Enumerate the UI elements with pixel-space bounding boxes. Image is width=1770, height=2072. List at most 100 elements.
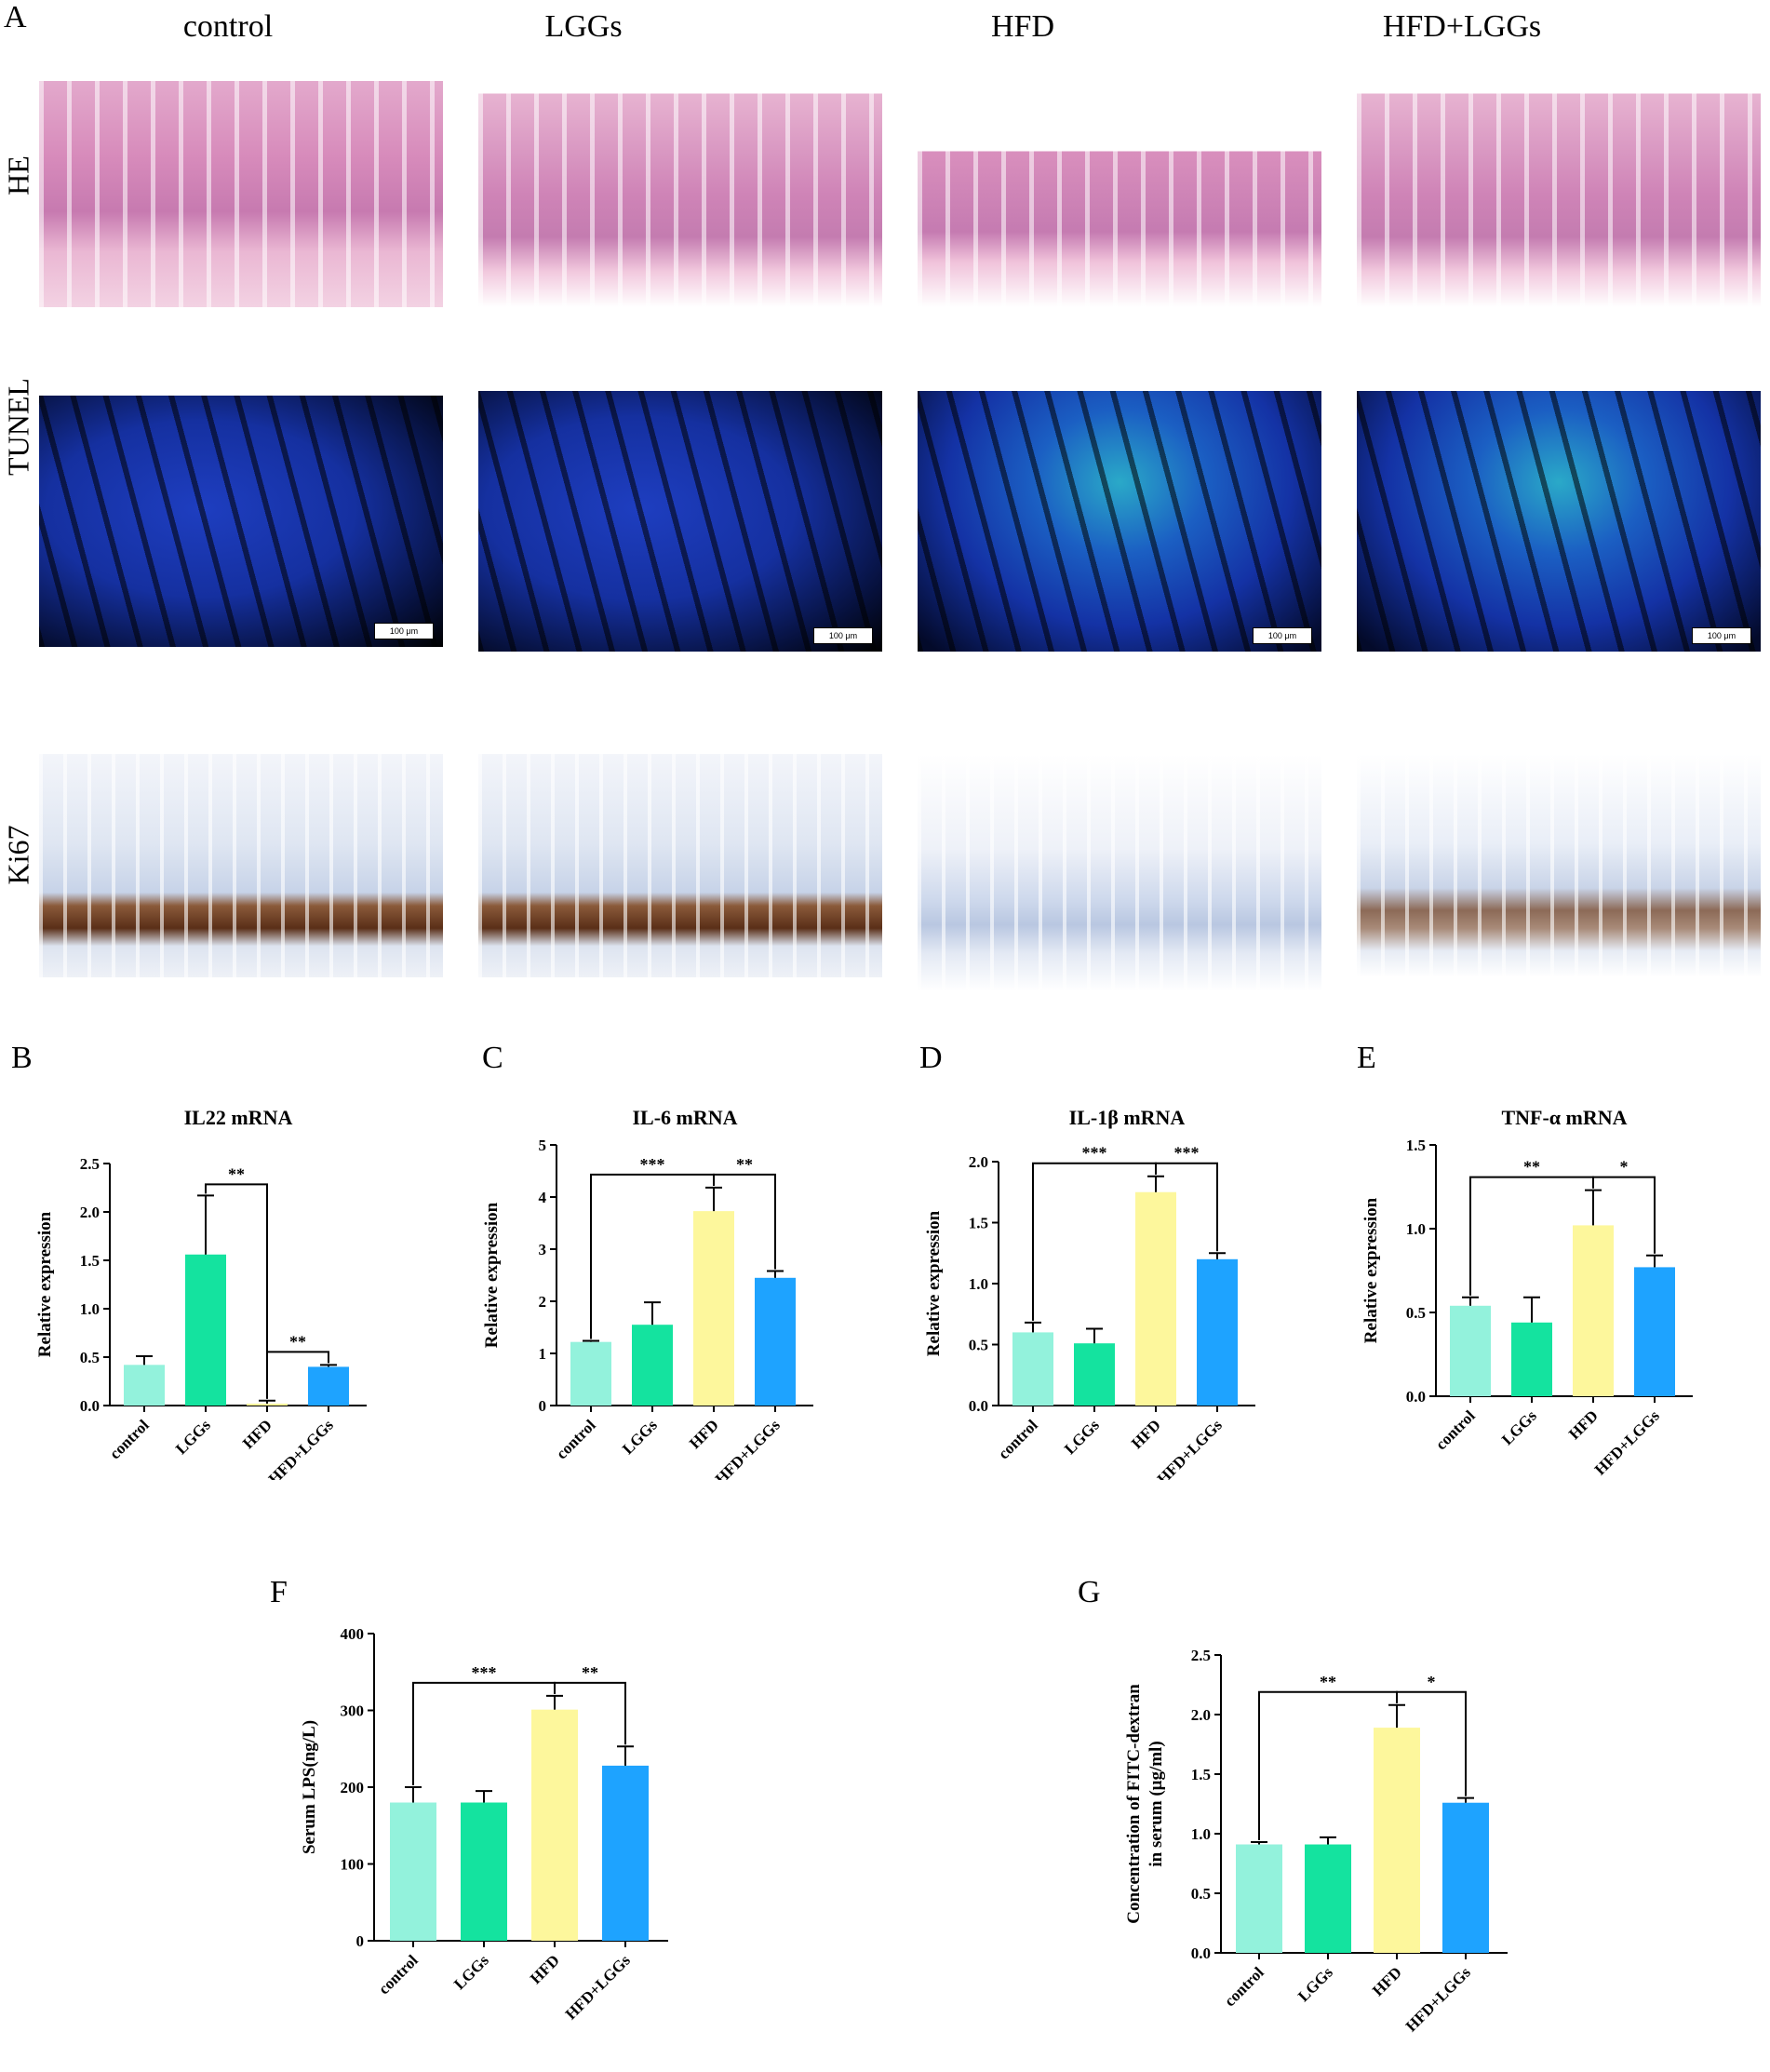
he-image-lggs [478, 56, 882, 307]
significance-label: ** [1320, 1673, 1336, 1691]
y-axis-label: Relative expression [924, 1210, 944, 1356]
x-tick-label: LGGs [619, 1416, 661, 1458]
bar-lggs [185, 1254, 226, 1406]
bar-hfd [1374, 1728, 1420, 1953]
y-tick-label: 100 [341, 1856, 365, 1874]
group-title-hfd-lggs: HFD+LGGs [1382, 9, 1542, 44]
bar-lggs [1511, 1322, 1552, 1396]
x-tick-label: LGGs [450, 1951, 492, 1993]
y-axis-label: Relative expression [482, 1202, 502, 1348]
y-tick-label: 2.0 [969, 1153, 988, 1171]
y-tick-label: 200 [341, 1779, 365, 1796]
y-tick-label: 0.0 [969, 1397, 988, 1415]
y-tick-label: 0.5 [969, 1337, 988, 1354]
x-tick-label: LGGs [172, 1416, 214, 1458]
x-tick-label: control [1221, 1963, 1267, 2010]
bar-hfd-lggs [308, 1366, 349, 1406]
group-title-lggs: LGGs [544, 9, 623, 44]
row-label-he: HE [1, 155, 35, 195]
y-axis-label: Relative expression [1361, 1197, 1381, 1343]
chart-il6: IL-6 mRNA 0 1 2 3 4 5 Relative expression contro… [482, 1106, 813, 1480]
panel-letter-g: G [1078, 1575, 1101, 1609]
bar-hfd-lggs [755, 1277, 796, 1406]
tunel-image-lggs: 100 μm [478, 391, 882, 652]
ki67-image-hfd-lggs [1357, 754, 1761, 977]
x-tick-label: HFD+LGGs [562, 1951, 634, 2023]
significance-label: *** [640, 1155, 665, 1174]
y-tick-label: 400 [341, 1625, 365, 1643]
y-tick-label: 1.0 [1191, 1825, 1211, 1843]
chart-il22: IL22 mRNA 0.0 0.5 1.0 1.5 2.0 2.5 Relative expr… [35, 1106, 367, 1480]
ki67-image-control [39, 754, 443, 977]
bar-lggs [632, 1325, 673, 1406]
y-tick-label: 1.5 [1191, 1766, 1211, 1783]
y-tick-label: 3 [539, 1241, 547, 1258]
y-tick-label: 1.0 [80, 1300, 100, 1318]
he-image-hfd-lggs [1357, 56, 1761, 307]
y-axis-label: Relative expression [35, 1211, 55, 1357]
bar-control [570, 1341, 611, 1406]
scale-bar: 100 μm [813, 627, 873, 644]
x-tick-label: HFD+LGGs [1591, 1406, 1663, 1478]
y-tick-label: 0.5 [1406, 1304, 1426, 1322]
x-tick-label: control [375, 1951, 422, 1998]
bar-hfd [1573, 1225, 1614, 1396]
significance-label: ** [1523, 1158, 1540, 1177]
x-tick-label: HFD+LGGs [265, 1416, 337, 1480]
y-axis-label: Concentration of FITC-dextran [1124, 1684, 1144, 1924]
y-tick-label: 0 [356, 1932, 365, 1950]
bar-control [1450, 1305, 1491, 1396]
y-tick-label: 2 [539, 1293, 547, 1311]
bar-hfd-lggs [1197, 1258, 1238, 1406]
significance-bracket [205, 1183, 268, 1399]
panel-letter-f: F [270, 1575, 288, 1609]
he-image-hfd [918, 56, 1321, 307]
y-tick-label: 0.5 [80, 1349, 100, 1366]
y-tick-label: 1 [539, 1345, 547, 1363]
significance-bracket [713, 1173, 776, 1270]
significance-label: * [1620, 1158, 1629, 1177]
bar-hfd [1135, 1191, 1176, 1406]
bar-hfd [531, 1709, 578, 1941]
significance-label: * [1428, 1673, 1436, 1691]
y-tick-label: 1.5 [80, 1252, 100, 1270]
bar-hfd [247, 1403, 288, 1406]
panel-letter-a: A [4, 0, 27, 34]
y-tick-label: 1.5 [969, 1215, 988, 1232]
x-tick-label: HFD [527, 1951, 563, 1987]
y-tick-label: 1.5 [1406, 1137, 1426, 1154]
x-tick-label: HFD [686, 1416, 722, 1452]
x-tick-label: HFD+LGGs [712, 1416, 784, 1480]
chart-fitc: 0.0 0.5 1.0 1.5 2.0 2.5 Concentration of FITC-… [1124, 1647, 1508, 2035]
x-tick-label: HFD+LGGs [1402, 1963, 1474, 2035]
significance-label: ** [736, 1155, 753, 1174]
y-tick-label: 2.5 [80, 1155, 100, 1173]
scale-bar: 100 μm [374, 623, 434, 639]
significance-bracket [1396, 1690, 1467, 1796]
bar-control [390, 1802, 436, 1941]
chart-tnfa: TNF-α mRNA 0.0 0.5 1.0 1.5 Relative expressio… [1361, 1106, 1693, 1478]
tunel-image-control: 100 μm [39, 396, 443, 647]
bar-hfd [693, 1211, 734, 1406]
chart-title: TNF-α mRNA [1501, 1106, 1627, 1129]
he-image-control [39, 56, 443, 307]
y-tick-label: 1.0 [1406, 1220, 1426, 1238]
bar-lggs [1074, 1343, 1115, 1406]
scale-bar: 100 μm [1692, 627, 1751, 644]
row-label-ki67: Ki67 [1, 825, 35, 885]
chart-title: IL-6 mRNA [632, 1106, 737, 1129]
significance-bracket [1155, 1162, 1218, 1252]
x-tick-label: HFD+LGGs [1154, 1416, 1226, 1480]
y-tick-label: 0.5 [1191, 1885, 1211, 1903]
panel-letter-e: E [1357, 1041, 1376, 1075]
tunel-image-hfd: 100 μm [918, 391, 1321, 652]
x-tick-label: control [995, 1416, 1041, 1462]
group-title-hfd: HFD [990, 9, 1055, 44]
significance-bracket [266, 1351, 329, 1399]
bar-control [124, 1365, 165, 1406]
y-tick-label: 2.5 [1191, 1647, 1211, 1664]
bar-hfd-lggs [1634, 1267, 1675, 1396]
significance-label: ** [289, 1332, 306, 1351]
x-tick-label: HFD [239, 1416, 275, 1452]
significance-label: *** [472, 1663, 497, 1682]
